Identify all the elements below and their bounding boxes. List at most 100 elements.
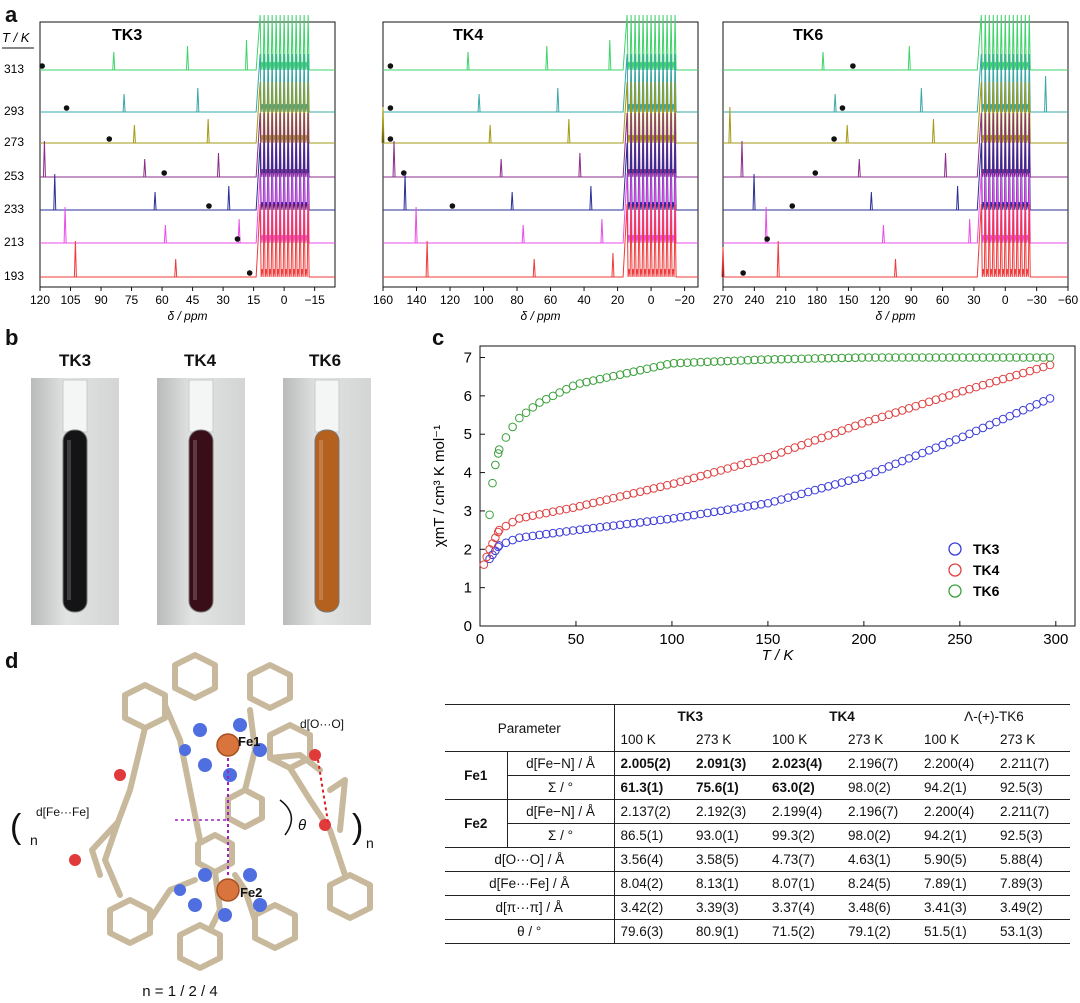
data-point [541,529,551,539]
data-point [622,490,632,500]
data-point [884,353,894,362]
x-axis-label: T / K [762,647,795,664]
table-cell: 75.6(1) [690,775,766,800]
table-cell: 7.89(1) [918,871,994,896]
parameter-table: Parameter TK3 TK4 Λ-(+)-TK6 100 K 273 K … [445,704,1070,944]
data-point [669,358,679,368]
data-point [682,358,692,367]
nmr-trace [383,203,698,278]
table-cell: 3.58(5) [690,847,766,872]
nmr-spectrum-tk4: TK4 160 140 120 100 80 60 40 20 0 −20 δ / ppm [373,14,699,323]
n-right-label: n [366,835,374,851]
series-tk4 [479,360,1055,569]
data-point [951,353,961,362]
data-point [730,504,739,513]
data-point [588,523,598,533]
nmr-trace [721,203,1068,278]
table-cell: 98.0(2) [842,775,918,800]
panel-d-letter: d [5,648,19,673]
x-tick-label: 270 [713,293,733,307]
x-tick-label: 60 [155,293,169,307]
data-point [548,528,558,538]
y-tick-label: 0 [464,618,472,635]
temperature-label: 293 [4,104,24,118]
data-point [689,510,699,520]
paramagnetic-peak-marker [839,105,846,111]
data-point [723,505,732,515]
nmr-trace [40,14,335,71]
paramagnetic-peak-marker [387,63,394,69]
data-point [562,384,571,394]
table-cell: 71.5(2) [766,919,842,944]
data-point [642,364,652,374]
data-point [656,515,665,525]
data-point [635,487,645,496]
param-dfen: d[Fe−N] / Å [507,799,615,824]
table-cell: 2.196(7) [842,751,918,776]
paramagnetic-peak-marker [812,170,819,176]
nmr-trace [723,81,1068,144]
data-point [541,508,551,518]
data-point [770,354,779,364]
data-point [696,357,706,367]
paramagnetic-peak-marker [234,236,241,242]
theta-label: θ [298,817,306,834]
data-point [535,510,544,519]
data-point [1045,360,1055,370]
data-point [535,530,544,540]
nmr-trace [383,142,698,211]
table-cell: 5.90(5) [918,847,994,872]
nmr-trace [383,172,698,244]
data-point [493,527,503,537]
data-point [515,413,524,423]
data-point [676,512,685,522]
data-point [609,371,618,381]
x-tick-label: 180 [807,293,827,307]
spectrum-title: TK4 [453,27,483,44]
data-point [1012,353,1021,362]
data-point [864,353,873,362]
table-cell: 3.42(2) [614,895,690,920]
y-tick-label: 7 [464,350,472,367]
table-cell: 8.07(1) [766,871,842,896]
legend-marker [948,542,962,556]
data-point [736,503,746,512]
nmr-trace [40,142,335,211]
param-doo: d[O···O] / Å [445,847,615,872]
paramagnetic-peak-marker [449,203,456,209]
data-point [1018,353,1028,362]
data-point [595,374,605,384]
data-point [535,398,544,407]
temp-header: 273 K [690,728,766,752]
x-tick-label: 240 [744,293,764,307]
temp-header: 273 K [842,728,918,752]
fe2-atom [216,878,240,902]
data-point [609,521,618,530]
data-point [515,533,524,542]
y-tick-label: 5 [464,426,472,443]
plot-frame [722,21,1069,288]
data-point [1045,394,1055,403]
data-point [662,514,672,524]
x-tick-label: 150 [838,293,858,307]
data-point [482,552,492,562]
tube-glass [314,379,340,433]
data-point [582,377,591,387]
table-cell: 2.200(4) [918,799,994,824]
data-point [965,353,974,362]
svg-text:): ) [352,808,363,846]
nmr-trace [383,112,698,178]
param-dpipi: d[π···π] / Å [445,895,615,920]
y-tick-label: 3 [464,503,472,520]
panel-c-letter: c [432,325,445,350]
data-point [871,353,880,362]
series-tk3 [485,394,1055,564]
x-tick-label: 120 [30,293,50,307]
x-tick-label: 60 [544,293,558,307]
nmr-trace [383,53,698,113]
data-point [703,357,712,367]
panel-b-letter: b [5,325,19,350]
data-point [488,478,497,488]
tube-solution [188,429,214,613]
y-tick-label: 2 [464,541,472,558]
